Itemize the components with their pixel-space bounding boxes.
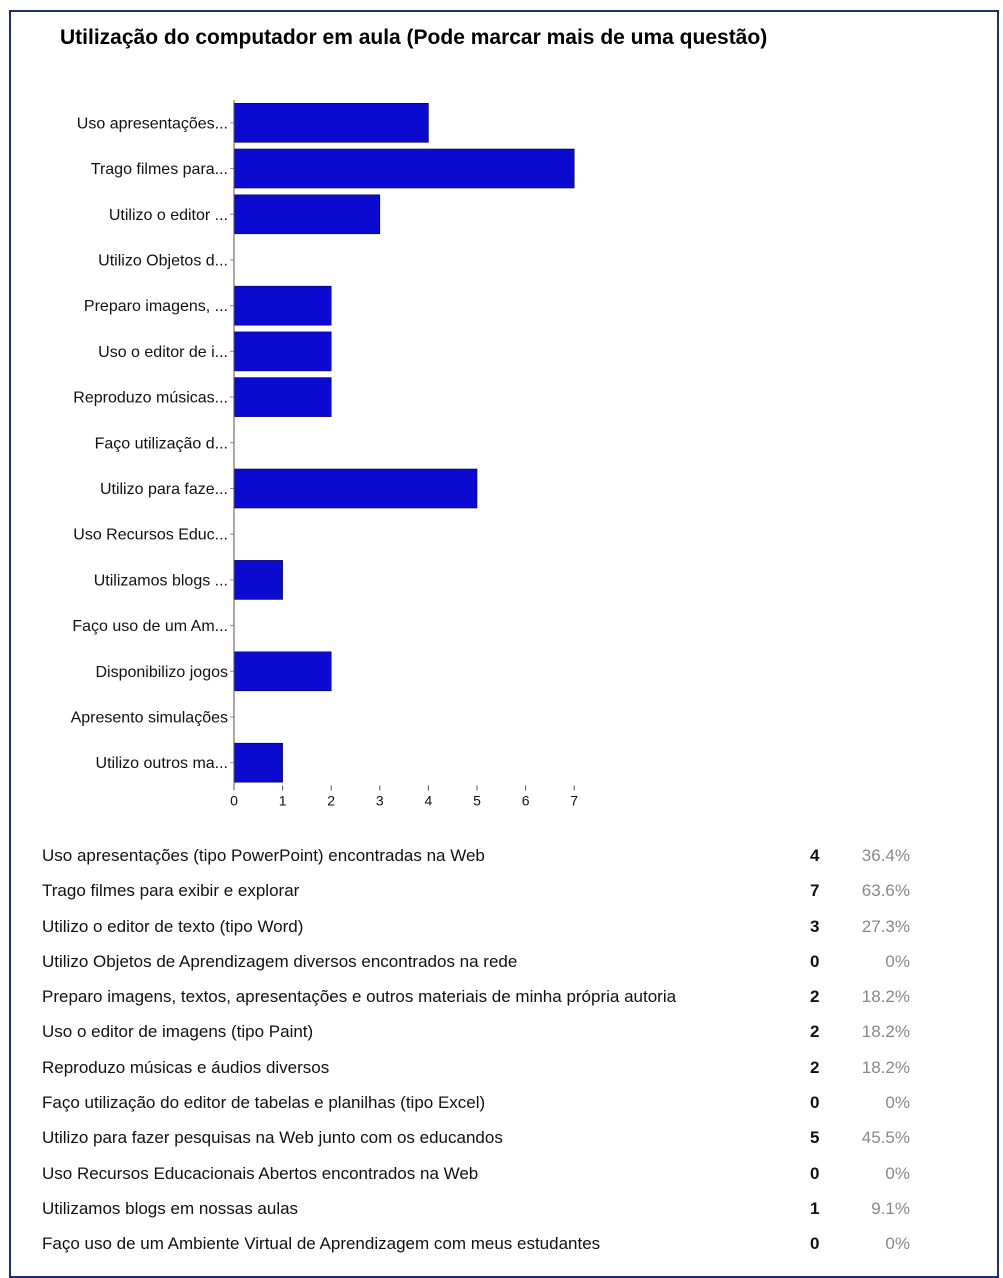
row-label: Faço utilização do editor de tabelas e p… — [42, 1093, 486, 1113]
row-count: 2 — [810, 1057, 820, 1077]
category-label: Reproduzo músicas... — [73, 390, 228, 407]
x-tick-label: 1 — [279, 793, 287, 809]
row-label: Utilizamos blogs em nossas aulas — [42, 1198, 299, 1218]
category-label: Utilizo outros ma... — [96, 755, 228, 772]
table-row: Utilizo Objetos de Aprendizagem diversos… — [42, 944, 942, 979]
bar-6 — [233, 377, 332, 417]
row-count: 0 — [810, 1093, 820, 1113]
row-count: 2 — [810, 1022, 820, 1042]
bar-5 — [233, 331, 332, 372]
bar-2 — [233, 194, 381, 235]
row-label: Utilizo para fazer pesquisas na Web junt… — [42, 1128, 503, 1148]
table-row: Preparo imagens, textos, apresentações e… — [42, 979, 942, 1014]
x-tick-label: 2 — [327, 793, 335, 809]
row-label: Uso o editor de imagens (tipo Paint) — [42, 1022, 314, 1042]
category-label: Uso apresentações... — [77, 115, 228, 132]
x-tick-label: 4 — [425, 793, 433, 809]
category-label: Preparo imagens, ... — [84, 298, 228, 315]
row-count: 0 — [810, 951, 820, 971]
x-tick-label: 3 — [376, 793, 384, 809]
category-label: Trago filmes para... — [91, 161, 228, 178]
category-label: Faço utilização d... — [95, 435, 228, 452]
category-label: Utilizo o editor ... — [109, 207, 228, 224]
table-row: Uso Recursos Educacionais Abertos encont… — [42, 1156, 942, 1191]
category-label: Uso Recursos Educ... — [73, 527, 228, 544]
row-count: 2 — [810, 987, 820, 1007]
row-percent: 18.2% — [861, 987, 910, 1007]
row-label: Uso Recursos Educacionais Abertos encont… — [42, 1163, 479, 1183]
row-percent: 0% — [885, 1234, 910, 1254]
row-label: Preparo imagens, textos, apresentações e… — [42, 987, 677, 1007]
results-table: Uso apresentações (tipo PowerPoint) enco… — [42, 838, 942, 1262]
table-row: Utilizamos blogs em nossas aulas 1 9.1% — [42, 1191, 942, 1226]
row-label: Trago filmes para exibir e explorar — [42, 881, 300, 901]
table-row: Trago filmes para exibir e explorar 7 63.6… — [42, 873, 942, 908]
x-tick-label: 6 — [522, 793, 530, 809]
bar-12 — [233, 651, 332, 692]
table-row: Uso apresentações (tipo PowerPoint) enco… — [42, 838, 942, 873]
category-label: Apresento simulações — [71, 710, 228, 727]
row-count: 0 — [810, 1234, 820, 1254]
row-label: Faço uso de um Ambiente Virtual de Apren… — [42, 1234, 601, 1254]
row-percent: 27.3% — [861, 916, 910, 936]
table-row: Uso o editor de imagens (tipo Paint) 2 18.… — [42, 1014, 942, 1049]
row-percent: 0% — [885, 1163, 910, 1183]
table-row: Faço uso de um Ambiente Virtual de Apren… — [42, 1226, 942, 1261]
row-percent: 45.5% — [861, 1128, 910, 1148]
category-label: Faço uso de um Am... — [72, 618, 228, 635]
x-tick-label: 5 — [473, 793, 481, 809]
row-count: 1 — [810, 1198, 820, 1218]
row-percent: 0% — [885, 1093, 910, 1113]
table-row: Faço utilização do editor de tabelas e p… — [42, 1085, 942, 1120]
row-percent: 9.1% — [871, 1198, 910, 1218]
bar-1 — [233, 148, 575, 189]
row-label: Utilizo Objetos de Aprendizagem diversos… — [42, 951, 518, 971]
row-label: Utilizo o editor de texto (tipo Word) — [42, 916, 304, 936]
category-label: Utilizamos blogs ... — [94, 572, 228, 589]
row-percent: 36.4% — [861, 846, 910, 865]
bar-4 — [233, 285, 332, 326]
bar-10 — [233, 560, 283, 600]
row-count: 7 — [810, 881, 820, 901]
survey-panel — [9, 10, 999, 1278]
row-label: Reproduzo músicas e áudios diversos — [42, 1057, 330, 1077]
row-count: 4 — [810, 846, 820, 865]
row-label: Uso apresentações (tipo PowerPoint) enco… — [42, 846, 485, 865]
row-percent: 18.2% — [861, 1022, 910, 1042]
chart-title: Utilização do computador em aula (Pode m… — [60, 26, 768, 49]
row-percent: 18.2% — [861, 1057, 910, 1077]
category-label: Disponibilizo jogos — [95, 664, 228, 681]
table-row: Utilizo para fazer pesquisas na Web junt… — [42, 1120, 942, 1155]
row-percent: 63.6% — [861, 881, 910, 901]
x-tick-label: 0 — [230, 793, 238, 809]
row-percent: 0% — [885, 951, 910, 971]
table-row: Reproduzo músicas e áudios diversos 2 18.2… — [42, 1050, 942, 1085]
category-label: Utilizo para faze... — [100, 481, 228, 498]
category-label: Uso o editor de i... — [98, 344, 228, 361]
bar-0 — [233, 103, 429, 143]
row-count: 3 — [810, 916, 820, 936]
bar-chart: Uso apresentações... Trago filmes para...… — [71, 100, 578, 809]
table-row: Utilizo o editor de texto (tipo Word) 3 27… — [42, 909, 942, 944]
category-label: Utilizo Objetos d... — [98, 253, 228, 270]
bar-8 — [233, 468, 478, 509]
row-count: 0 — [810, 1163, 820, 1183]
bar-14 — [233, 742, 283, 783]
row-count: 5 — [810, 1128, 820, 1148]
x-tick-label: 7 — [570, 793, 578, 809]
